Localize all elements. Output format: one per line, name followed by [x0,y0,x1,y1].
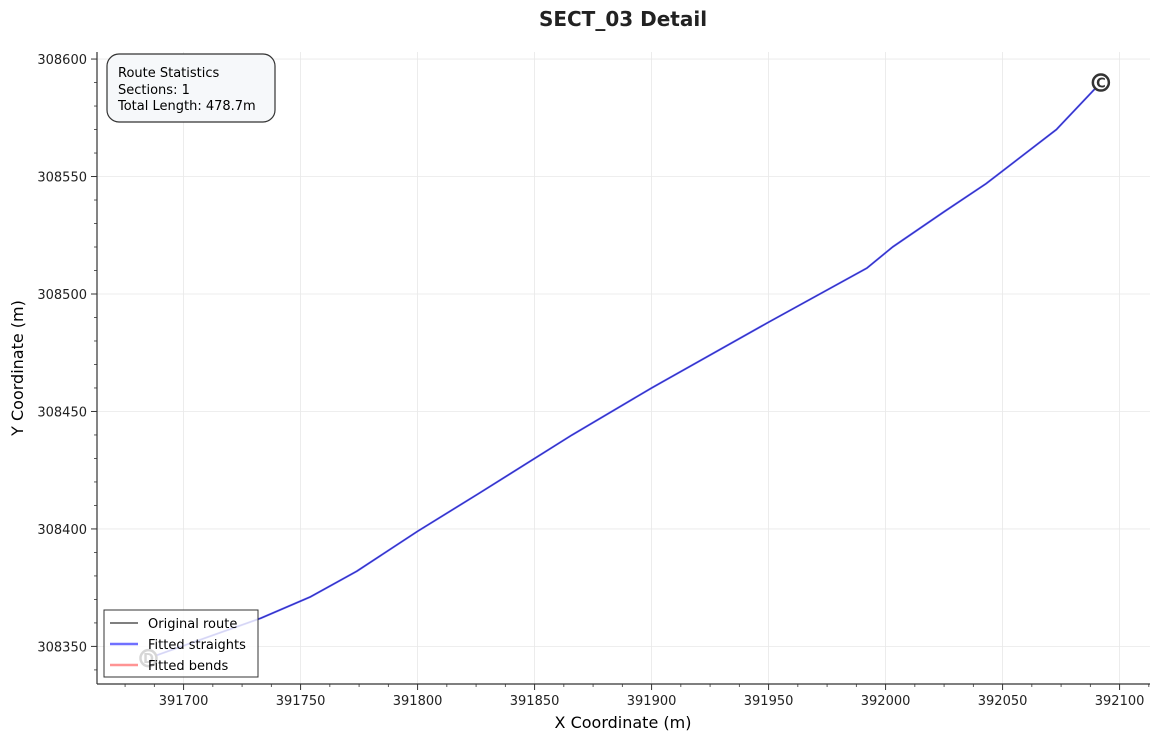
legend-label: Fitted bends [148,659,228,674]
endpoint-label: C [1096,77,1106,92]
x-tick-label: 391800 [393,694,443,709]
y-tick-label: 308500 [37,288,87,303]
x-tick-label: 391900 [627,694,677,709]
x-tick-label: 391950 [744,694,794,709]
legend-label: Fitted straights [148,638,246,653]
stats-sections: Sections: 1 [118,83,190,98]
x-tick-label: 392000 [861,694,911,709]
y-tick-label: 308550 [37,171,87,186]
x-ticks: 391700 391750 391800 391850 391900 391950 3920… [124,684,1150,709]
y-ticks: 308350 308400 308450 308500 308550 308600 [37,53,97,671]
stats-box-frame [106,53,276,123]
series-layer [148,81,1102,660]
x-tick-label: 392050 [978,694,1028,709]
series-line-0 [148,82,1102,659]
stats-total-length: Total Length: 478.7m [117,99,256,114]
y-tick-label: 308600 [37,53,87,68]
x-tick-label: 391750 [276,694,326,709]
x-tick-label: 391700 [159,694,209,709]
stats-box: Route Statistics Sections: 1 Total Lengt… [106,53,276,123]
legend: Original route Fitted straights Fitted ben… [103,609,259,678]
axes [96,52,1150,685]
y-tick-label: 308350 [37,640,87,655]
x-axis-label: X Coordinate (m) [555,713,692,732]
series-line-1 [148,81,1102,660]
endpoint-marker [1091,73,1111,92]
x-tick-label: 391850 [510,694,560,709]
grid [97,52,1150,684]
y-tick-label: 308400 [37,523,87,538]
stats-title: Route Statistics [118,66,220,81]
y-tick-label: 308450 [37,405,87,420]
chart-title: SECT_03 Detail [539,7,707,31]
y-axis-label: Y Coordinate (m) [8,300,27,437]
endpoint-markers: CD [139,73,1111,668]
legend-label: Original route [148,617,237,632]
x-tick-label: 392100 [1095,694,1145,709]
